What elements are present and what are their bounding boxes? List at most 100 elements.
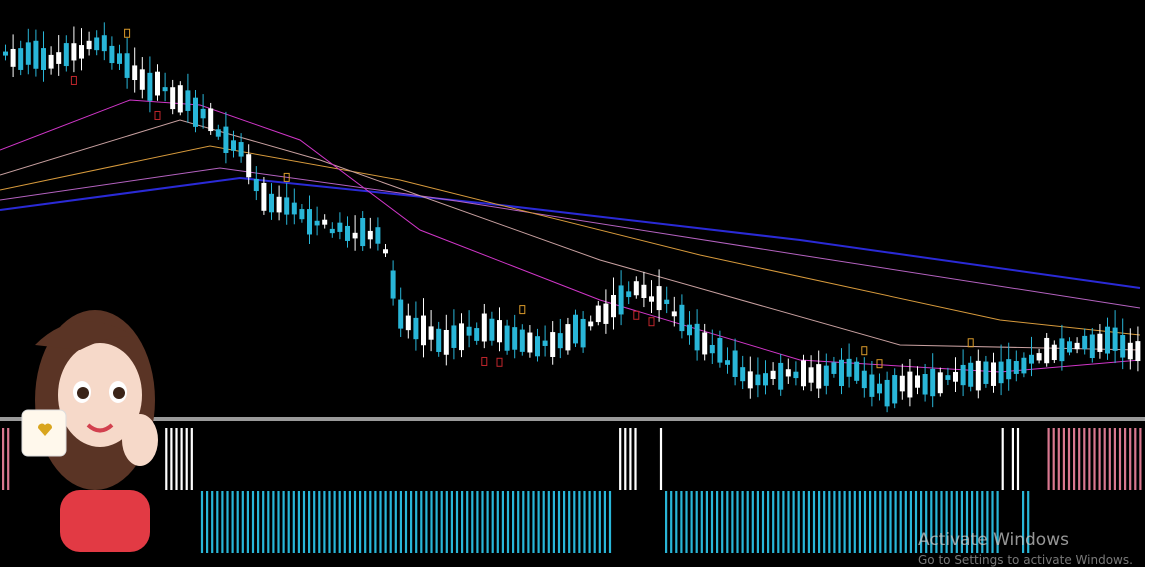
signal-box bbox=[70, 75, 77, 85]
candle-body bbox=[162, 87, 168, 92]
histogram-bar bbox=[552, 491, 555, 553]
histogram-bar bbox=[588, 491, 591, 553]
signal-box bbox=[967, 338, 974, 348]
candle-body bbox=[899, 375, 905, 392]
histogram-bar bbox=[313, 491, 316, 553]
histogram-bar bbox=[1001, 428, 1004, 490]
histogram-bar bbox=[522, 491, 525, 553]
histogram-bar bbox=[1083, 428, 1086, 490]
candle-body bbox=[550, 332, 556, 357]
candle-body bbox=[307, 209, 312, 235]
histogram-bar bbox=[420, 491, 423, 553]
candle-body bbox=[185, 90, 191, 111]
face bbox=[58, 343, 142, 447]
histogram-bar bbox=[491, 491, 494, 553]
candle-body bbox=[725, 360, 730, 365]
candle-body bbox=[383, 249, 388, 254]
histogram-bar bbox=[557, 491, 561, 553]
moving-averages bbox=[0, 99, 1141, 373]
candle-body bbox=[694, 323, 700, 351]
histogram-bar bbox=[282, 491, 285, 553]
candle-body bbox=[3, 51, 8, 56]
candle-body bbox=[56, 52, 62, 64]
histogram-bar bbox=[175, 428, 178, 490]
histogram-bar bbox=[455, 491, 459, 553]
histogram-bar bbox=[272, 491, 275, 553]
histogram-bar bbox=[384, 491, 387, 553]
candle-body bbox=[785, 369, 791, 377]
candle-body bbox=[580, 318, 586, 348]
histogram-bar bbox=[767, 491, 770, 553]
histogram-bar bbox=[685, 491, 688, 553]
histogram-bar bbox=[624, 428, 627, 490]
histogram-bar bbox=[200, 491, 204, 553]
histogram-bar bbox=[777, 491, 780, 553]
candle-body bbox=[25, 42, 31, 65]
histogram-bar bbox=[410, 491, 413, 553]
histogram-bar bbox=[1118, 428, 1122, 490]
histogram-bar bbox=[736, 491, 739, 553]
histogram-bar bbox=[1078, 428, 1081, 490]
histogram-bar bbox=[211, 491, 214, 553]
histogram-bar bbox=[619, 428, 622, 490]
candle-body bbox=[512, 327, 518, 350]
histogram-bar bbox=[772, 491, 775, 553]
histogram-bar bbox=[394, 491, 397, 553]
candle-body bbox=[360, 217, 366, 247]
histogram-bar bbox=[909, 491, 912, 553]
histogram-bar bbox=[297, 491, 300, 553]
histogram-bar bbox=[190, 428, 193, 490]
histogram-bar bbox=[379, 491, 382, 553]
moving-average bbox=[0, 145, 1141, 336]
histogram-bar bbox=[1073, 428, 1076, 490]
histogram-bar bbox=[965, 491, 969, 553]
candle-body bbox=[48, 54, 54, 69]
histogram-bar bbox=[568, 491, 571, 553]
histogram-bar bbox=[721, 491, 724, 553]
histogram-bar bbox=[726, 491, 729, 553]
candle-body bbox=[436, 328, 442, 352]
candle-body bbox=[398, 299, 404, 329]
histogram-bar bbox=[818, 491, 821, 553]
candle-body bbox=[193, 97, 198, 127]
candle-body bbox=[542, 340, 548, 346]
histogram-bar bbox=[869, 491, 872, 553]
histogram-bar bbox=[690, 491, 693, 553]
histogram-bar bbox=[476, 491, 479, 553]
candle-body bbox=[1135, 341, 1141, 362]
candle-body bbox=[709, 344, 715, 354]
candle-body bbox=[367, 230, 373, 240]
histogram-bar bbox=[353, 491, 357, 553]
candle-body bbox=[702, 332, 708, 355]
histogram-bar bbox=[828, 491, 831, 553]
histogram-bar bbox=[165, 428, 168, 490]
candle-body bbox=[573, 314, 578, 344]
histogram-bar bbox=[440, 491, 443, 553]
candle-body bbox=[94, 37, 100, 51]
histogram-bar bbox=[598, 491, 601, 553]
candle-body bbox=[200, 108, 206, 119]
pupil bbox=[113, 387, 125, 399]
candle-body bbox=[352, 232, 358, 239]
histogram-bar bbox=[501, 491, 504, 553]
signal-box bbox=[496, 357, 503, 367]
signal-box bbox=[519, 305, 526, 315]
candle-body bbox=[337, 222, 343, 232]
histogram-bar bbox=[981, 491, 984, 553]
candle-body bbox=[1036, 353, 1042, 361]
candle-body bbox=[132, 65, 138, 81]
histogram-bar bbox=[761, 491, 765, 553]
histogram-bar bbox=[2, 428, 5, 490]
histogram-bar bbox=[343, 491, 346, 553]
candle-body bbox=[466, 326, 472, 336]
histogram-bar bbox=[629, 428, 632, 490]
histogram-bar bbox=[262, 491, 265, 553]
candle-body bbox=[877, 383, 882, 394]
candle-body bbox=[664, 299, 670, 304]
histogram-bar bbox=[374, 491, 377, 553]
watermark-title: Activate Windows bbox=[918, 530, 1069, 550]
histogram-bar bbox=[731, 491, 734, 553]
candle-body bbox=[10, 48, 16, 67]
histogram-bar bbox=[705, 491, 708, 553]
